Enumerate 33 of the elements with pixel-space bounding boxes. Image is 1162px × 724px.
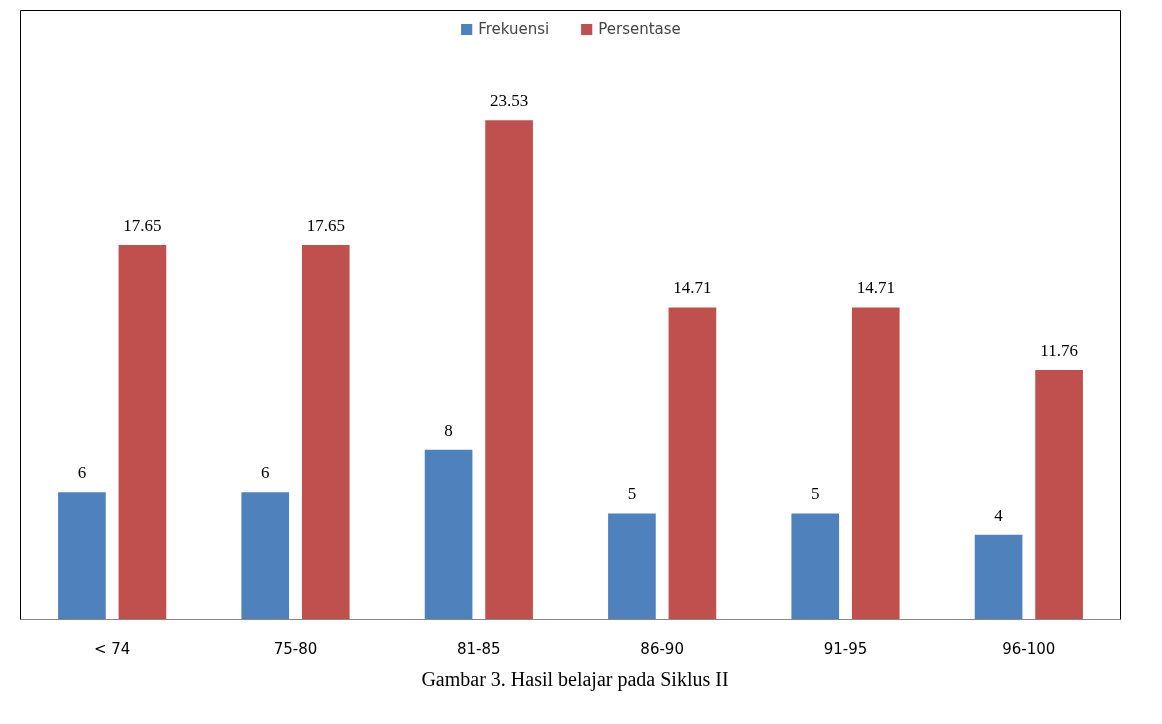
- data-label: 17.65: [123, 216, 162, 236]
- bar: [485, 120, 533, 620]
- data-label: 6: [77, 463, 87, 483]
- bar: [974, 534, 1023, 620]
- x-tick-label: 96-100: [1002, 639, 1056, 658]
- data-label: 14.71: [673, 278, 712, 298]
- x-tick-label: 75-80: [273, 639, 318, 658]
- legend-label: Frekuensi: [478, 20, 550, 38]
- bar: [851, 307, 900, 620]
- data-label: 5: [627, 484, 637, 504]
- data-label: 5: [811, 484, 820, 504]
- data-label: 6: [261, 463, 270, 483]
- legend-label: Persentase: [598, 20, 681, 38]
- bar: [1035, 370, 1083, 620]
- bar: [118, 245, 167, 620]
- x-tick-label: < 74: [93, 639, 131, 658]
- bar: [608, 513, 656, 620]
- x-tick-label: 86-90: [640, 639, 684, 658]
- data-label: 11.76: [1040, 341, 1078, 361]
- bar: [58, 492, 106, 620]
- bar: [791, 513, 840, 620]
- data-label: 8: [444, 420, 453, 440]
- x-tick-label: 81-85: [457, 639, 501, 658]
- data-label: 4: [994, 505, 1004, 525]
- bar: [424, 449, 473, 620]
- x-tick-label: 91-95: [823, 639, 868, 658]
- data-label: 23.53: [489, 91, 529, 111]
- bar: [301, 245, 350, 620]
- data-label: 14.71: [856, 278, 895, 298]
- text: Gambar 3. Hasil belajar pada Siklus II: [421, 667, 729, 693]
- bar: [668, 307, 717, 620]
- bar: [241, 492, 290, 620]
- data-label: 17.65: [306, 216, 345, 236]
